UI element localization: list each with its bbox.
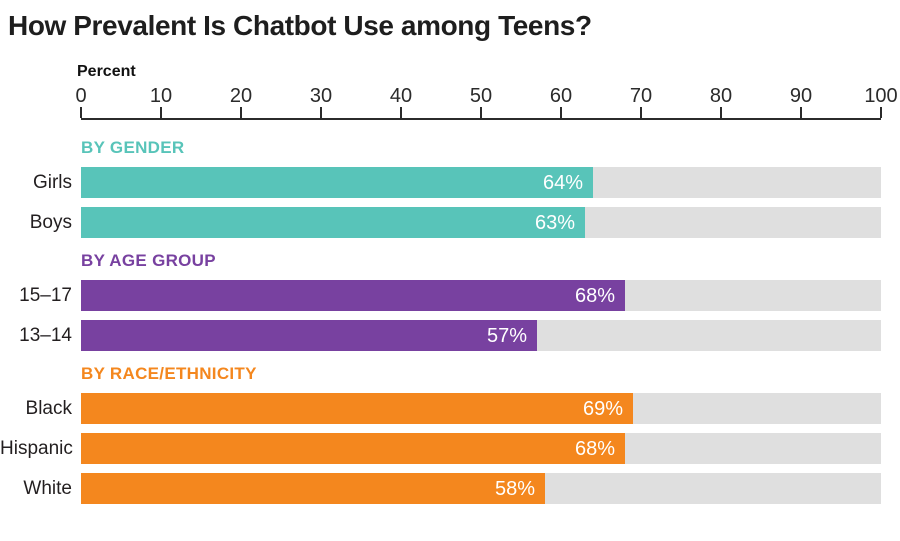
x-axis-tick-mark (240, 107, 242, 119)
x-axis-tick-mark (160, 107, 162, 119)
bar-fill: 64% (81, 167, 593, 199)
bar-value-label: 57% (486, 324, 527, 347)
x-axis-tick-mark (560, 107, 562, 119)
x-axis-tick-label: 10 (149, 85, 173, 108)
bar-track: 69% (81, 393, 881, 425)
bar-row: Boys 63% (0, 207, 900, 239)
bar-track: 68% (81, 433, 881, 465)
bar-fill: 68% (81, 280, 625, 312)
bar-track: 57% (81, 320, 881, 352)
x-axis-tick-label: 90 (789, 85, 813, 108)
bar-fill: 68% (81, 433, 625, 465)
bar-row: Hispanic 68% (0, 433, 900, 465)
x-axis-tick-label: 40 (389, 85, 413, 108)
bar-row-label: Girls (32, 171, 72, 193)
x-axis-tick-label: 60 (549, 85, 573, 108)
bar-track: 64% (81, 167, 881, 199)
bar-value-label: 64% (542, 171, 583, 194)
bar-value-label: 68% (574, 437, 615, 460)
bar-value-label: 58% (494, 477, 535, 500)
bar-fill: 69% (81, 393, 633, 425)
group-header: BY GENDER (81, 138, 185, 158)
bar-row: Girls 64% (0, 167, 900, 199)
bar-fill: 63% (81, 207, 585, 239)
bar-value-label: 68% (574, 284, 615, 307)
bar-fill: 58% (81, 473, 545, 505)
bar-value-label: 69% (582, 397, 623, 420)
bar-row-label: Boys (29, 211, 72, 233)
chart-title: How Prevalent Is Chatbot Use among Teens… (8, 10, 592, 41)
x-axis-tick-label: 30 (309, 85, 333, 108)
group-header: BY AGE GROUP (81, 251, 216, 271)
x-axis-tick-label: 20 (229, 85, 253, 108)
bar-track: 58% (81, 473, 881, 505)
x-axis-tick-mark (720, 107, 722, 119)
x-axis-tick-label: 50 (469, 85, 493, 108)
bar-value-label: 63% (534, 211, 575, 234)
x-axis-tick-mark (400, 107, 402, 119)
bar-row: 15–17 68% (0, 280, 900, 312)
bar-group: BY AGE GROUP 15–17 68% 13–14 57% (0, 251, 900, 352)
x-axis-ruler (80, 107, 882, 121)
bar-row: White 58% (0, 473, 900, 505)
x-axis-tick-labels: 0 10 20 30 40 50 60 70 80 90 100 (75, 85, 897, 108)
bar-row-label: Hispanic (0, 437, 73, 459)
bar-track: 68% (81, 280, 881, 312)
bar-row-label: 15–17 (19, 284, 72, 306)
x-axis-tick-mark (800, 107, 802, 119)
bar-row-label: 13–14 (19, 324, 72, 346)
x-axis-tick-mark (640, 107, 642, 119)
bar-row: Black 69% (0, 393, 900, 425)
bar-track: 63% (81, 207, 881, 239)
bar-row: 13–14 57% (0, 320, 900, 352)
chart-page: How Prevalent Is Chatbot Use among Teens… (0, 10, 900, 505)
x-axis-tick-label: 0 (75, 85, 87, 108)
group-header: BY RACE/ETHNICITY (81, 364, 257, 384)
x-axis-tick-mark (320, 107, 322, 119)
x-axis-tick-label: 80 (709, 85, 733, 108)
x-axis-tick-mark (880, 107, 882, 119)
bar-fill: 57% (81, 320, 537, 352)
bar-group: BY RACE/ETHNICITY Black 69% Hispanic 68% Whit… (0, 364, 900, 505)
bar-row-label: White (23, 477, 72, 499)
bar-group: BY GENDER Girls 64% Boys 63% (0, 138, 900, 239)
axis-unit-label: Percent (77, 63, 136, 81)
bar-row-label: Black (25, 397, 72, 419)
x-axis-tick-label: 70 (629, 85, 653, 108)
x-axis-tick-mark (480, 107, 482, 119)
x-axis-tick-label: 100 (864, 85, 898, 108)
x-axis: 0 10 20 30 40 50 60 70 80 90 100 (75, 85, 898, 121)
bar-sections: BY GENDER Girls 64% Boys 63% BY AGE GROUP 15–1… (0, 138, 900, 505)
x-axis-tick-mark (80, 107, 82, 119)
